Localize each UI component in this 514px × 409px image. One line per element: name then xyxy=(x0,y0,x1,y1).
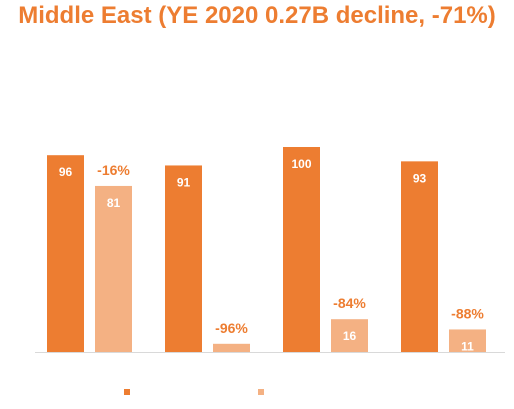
change-label-2: -84% xyxy=(333,295,366,311)
chart-title: Middle East (YE 2020 0.27B decline, -71%… xyxy=(18,2,496,29)
bar-series2-1 xyxy=(213,343,250,352)
bar-series2-0 xyxy=(95,185,132,352)
data-label-series1-1: 91 xyxy=(177,175,191,189)
bar-series1-1 xyxy=(165,165,202,352)
data-label-series1-0: 96 xyxy=(59,165,73,179)
bar-series1-3 xyxy=(401,161,438,352)
legend-marker-series2 xyxy=(258,389,264,395)
bar-series1-2 xyxy=(283,147,320,352)
data-label-series1-3: 93 xyxy=(413,171,427,185)
bar-series2-3 xyxy=(449,329,486,352)
data-label-series2-2: 16 xyxy=(343,329,357,343)
change-label-3: -88% xyxy=(451,305,484,321)
change-label-1: -96% xyxy=(215,320,248,336)
data-label-series2-0: 81 xyxy=(107,196,121,210)
legend-marker-series1 xyxy=(124,389,130,395)
change-label-0: -16% xyxy=(97,162,130,178)
bar-series1-0 xyxy=(47,155,84,352)
data-label-series1-2: 100 xyxy=(291,157,311,171)
data-label-series2-3: 11 xyxy=(461,339,474,353)
bar-series2-2 xyxy=(331,319,368,352)
